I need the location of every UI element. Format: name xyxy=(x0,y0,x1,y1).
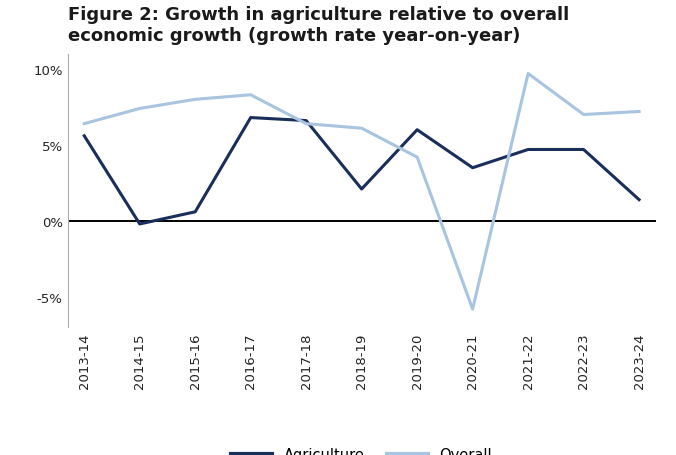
Agriculture xyxy=(579,147,587,153)
Line: Agriculture: Agriculture xyxy=(84,118,639,224)
Agriculture xyxy=(247,116,255,121)
Agriculture xyxy=(413,128,421,133)
Overall xyxy=(191,97,199,103)
Agriculture xyxy=(136,222,144,227)
Overall xyxy=(579,112,587,118)
Agriculture xyxy=(302,119,310,124)
Agriculture xyxy=(524,147,532,153)
Agriculture xyxy=(80,134,89,139)
Agriculture xyxy=(358,187,366,192)
Overall xyxy=(413,155,421,161)
Overall xyxy=(80,121,89,127)
Overall xyxy=(136,106,144,112)
Text: Figure 2: Growth in agriculture relative to overall
economic growth (growth rate: Figure 2: Growth in agriculture relative… xyxy=(68,6,569,45)
Agriculture xyxy=(468,166,477,171)
Legend: Agriculture, Overall: Agriculture, Overall xyxy=(231,447,492,455)
Overall xyxy=(302,121,310,127)
Agriculture xyxy=(191,210,199,215)
Overall xyxy=(247,93,255,98)
Overall xyxy=(358,126,366,131)
Overall xyxy=(635,110,643,115)
Overall xyxy=(524,71,532,77)
Overall xyxy=(468,307,477,312)
Line: Overall: Overall xyxy=(84,74,639,309)
Agriculture xyxy=(635,197,643,203)
